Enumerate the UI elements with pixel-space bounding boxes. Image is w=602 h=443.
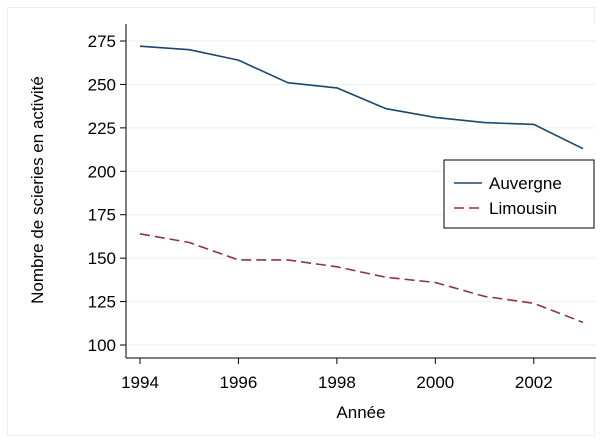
legend: Auvergne Limousin (443, 159, 595, 229)
y-tick-label: 125 (88, 293, 116, 312)
x-tick-label: 1994 (121, 373, 159, 392)
series-line-limousin (139, 233, 584, 324)
x-axis-label: Année (336, 403, 385, 422)
y-tick-label: 250 (88, 75, 116, 94)
series-line-auvergne (139, 45, 584, 150)
y-tick-label: 275 (88, 32, 116, 51)
x-tick-label: 2000 (416, 373, 454, 392)
grid-lines (126, 40, 596, 346)
y-axis-ticks: 100 125 150 175 200 225 250 275 (88, 32, 126, 355)
y-tick-label: 225 (88, 119, 116, 138)
x-axis-ticks: 1994 1996 1998 2000 2002 (121, 358, 553, 392)
legend-label-auvergne: Auvergne (489, 174, 562, 193)
series-lines (139, 45, 584, 324)
y-tick-label: 200 (88, 162, 116, 181)
legend-box (443, 159, 595, 229)
legend-label-limousin: Limousin (489, 199, 557, 218)
x-tick-label: 1996 (220, 373, 258, 392)
y-tick-label: 150 (88, 249, 116, 268)
x-tick-label: 2002 (515, 373, 553, 392)
x-tick-label: 1998 (318, 373, 356, 392)
y-axis-label: Nombre de scieries en activité (28, 76, 47, 304)
y-tick-label: 100 (88, 336, 116, 355)
y-tick-label: 175 (88, 206, 116, 225)
